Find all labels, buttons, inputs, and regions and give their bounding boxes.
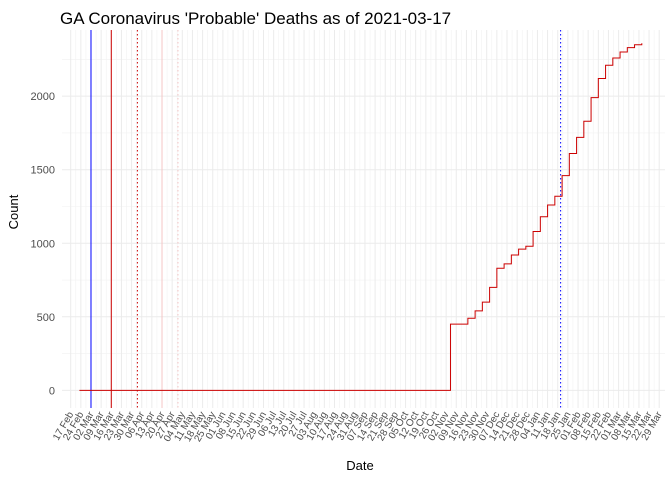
y-tick-label: 1000 bbox=[31, 238, 55, 250]
y-tick-label: 1500 bbox=[31, 165, 55, 177]
y-tick-label: 500 bbox=[37, 312, 55, 324]
y-tick-label: 0 bbox=[49, 385, 55, 397]
y-axis-ticks: 0 500 1000 1500 2000 bbox=[31, 91, 55, 397]
series-line bbox=[79, 43, 643, 391]
chart-title: GA Coronavirus 'Probable' Deaths as of 2… bbox=[60, 9, 451, 28]
reference-lines bbox=[90, 30, 562, 408]
series-layer bbox=[79, 43, 643, 391]
y-axis-title: Count bbox=[6, 194, 21, 229]
y-tick-label: 2000 bbox=[31, 91, 55, 103]
gridlines bbox=[62, 30, 665, 408]
x-axis-title: Date bbox=[346, 458, 373, 473]
